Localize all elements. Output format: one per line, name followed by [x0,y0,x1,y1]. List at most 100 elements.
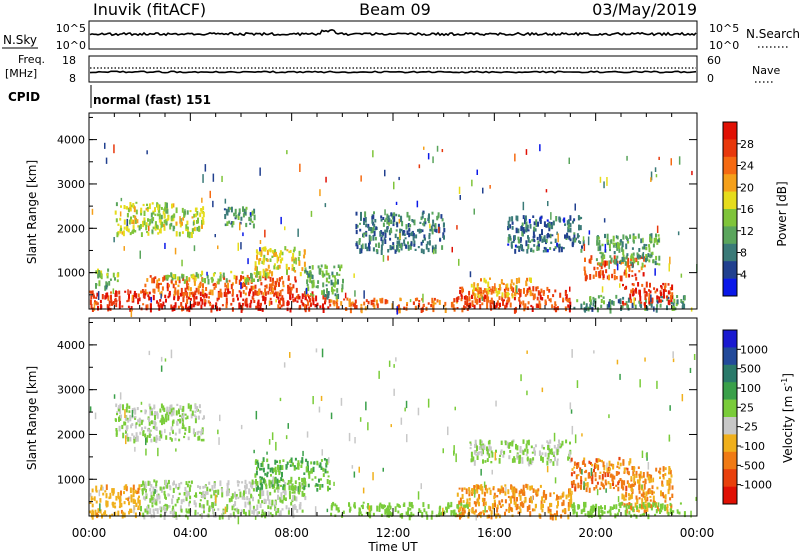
power-cell [537,240,540,247]
velocity-cell [119,403,122,409]
velocity-cell [612,483,614,486]
velocity-cell [268,499,271,505]
power-cell [253,300,256,303]
velocity-cell [193,432,196,437]
power-cell [382,222,385,227]
velocity-cell [503,450,506,455]
power-cell [282,300,285,307]
velocity-cell [154,424,157,430]
velocity-cell [639,503,641,509]
power-cell [396,236,399,240]
power-cell [645,292,648,297]
velocity-cell [630,503,633,510]
power-scatter-cell [398,218,401,224]
power-cell [368,246,371,252]
velocity-cell [654,513,657,516]
velocity-cell [259,479,262,483]
velocity-cell [221,514,224,520]
power-cell [157,204,160,211]
velocity-cell [282,486,285,490]
power-cell [163,275,166,281]
power-cell [532,215,535,218]
power-cell [627,241,630,244]
velocity-scatter-cell [312,396,314,405]
power-cell [643,302,646,306]
power-scatter-cell [654,167,657,172]
power-cell [554,246,557,250]
power-cell [244,292,247,296]
power-scatter-cell [268,300,271,306]
velocity-cell [135,432,138,438]
power-cell [132,295,135,299]
power-cell [364,211,367,218]
velocity-cell [136,435,139,442]
velocity-cell [166,409,169,412]
power-cell [444,307,447,313]
velocity-cell [609,474,612,478]
power-cell [272,277,274,283]
velocity-cell [194,502,197,508]
power-cell [660,299,662,303]
cpid-value: normal (fast) 151 [93,93,211,107]
power-cell [540,236,543,239]
power-cell [475,301,478,305]
velocity-cell [125,425,128,432]
velocity-cell [199,491,201,494]
velocity-cell [120,509,123,514]
power-cell [242,290,245,294]
velocity-scatter-cell [148,350,151,356]
power-cell [532,286,535,292]
power-cell [201,298,204,305]
velocity-cell [587,472,590,479]
power-cell [382,231,385,236]
power-cell [185,224,188,230]
power-cell [185,292,188,298]
velocity-cell [188,487,191,492]
power-cell [504,290,507,294]
power-cell [632,256,635,262]
velocity-cell [482,448,484,455]
power-cell [656,239,659,245]
power-cell [634,273,637,277]
velocity-cell [160,403,163,409]
power-cell [660,285,662,288]
power-cell [282,280,285,285]
velocity-cell [430,514,433,520]
power-cell [288,267,290,270]
power-cell [360,303,363,307]
power-cell [157,283,160,289]
power-cell [498,290,501,295]
power-cell [473,294,476,300]
velocity-cell [646,496,649,502]
power-cell [189,210,192,213]
power-cell [609,240,612,243]
power-cell [119,229,122,234]
power-cell [158,213,161,217]
power-cell [514,248,517,254]
velocity-cell [525,453,528,456]
power-cell [617,299,620,304]
velocity-cell [621,493,624,500]
power-cell [601,243,604,247]
power-cell [198,301,201,305]
power-cell [526,288,529,294]
power-cell [514,287,517,293]
power-cell [626,236,628,240]
power-cell [481,302,484,306]
velocity-cell [666,509,669,514]
power-cell [380,215,383,219]
power-cell [439,238,442,242]
velocity-cell [536,490,539,497]
velocity-cell [178,408,180,415]
power-cell [225,303,228,309]
power-cell [192,303,195,308]
colorbar-swatch [723,261,737,279]
velocity-cell [304,496,307,501]
power-cell [507,287,510,292]
power-scatter-cell [441,149,444,153]
velocity-cell [164,494,167,499]
power-cell [176,290,179,296]
power-cell [572,237,575,243]
power-cell [487,296,490,303]
power-cell [543,246,546,250]
